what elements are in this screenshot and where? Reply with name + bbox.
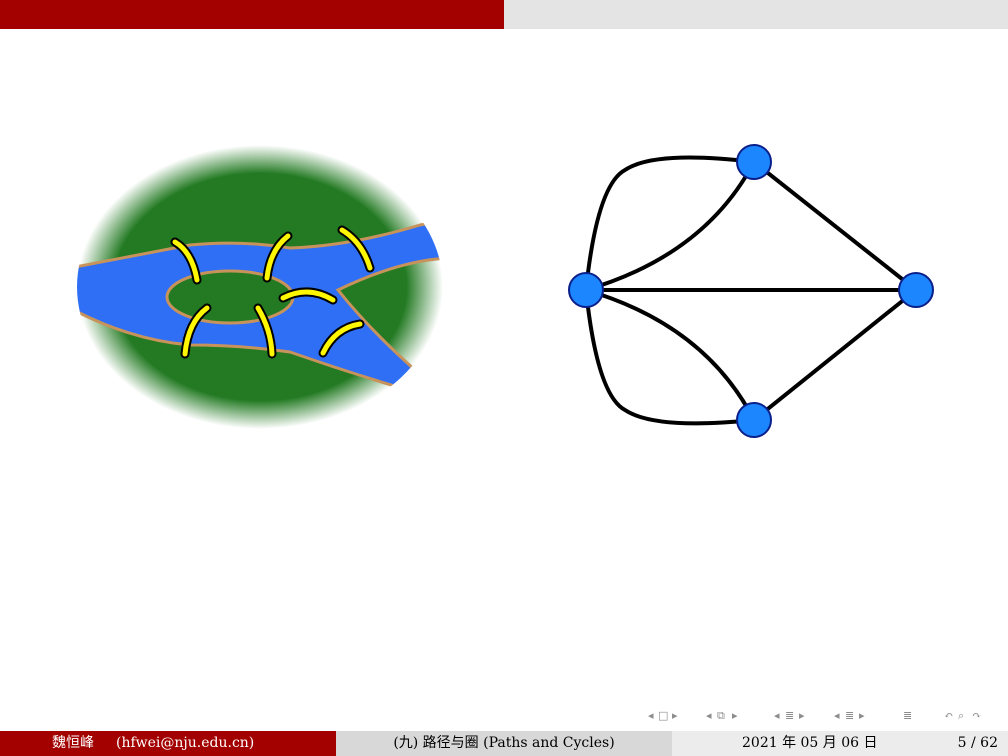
nav-subsection-icon[interactable]: ⧉	[717, 709, 725, 723]
author-email: (hfwei@nju.edu.cn)	[116, 731, 254, 756]
nav-frame-prev-icon[interactable]: ◂	[648, 709, 654, 722]
footer-date: 2021 年 05 月 06 日 5 / 62	[672, 731, 1008, 756]
header-bar-left	[0, 0, 504, 29]
nav-subsection-next-icon[interactable]: ▸	[732, 709, 738, 722]
graph-vertex	[569, 273, 603, 307]
graph-vertex	[737, 145, 771, 179]
nav-search-icon[interactable]: ⌕	[958, 709, 964, 723]
header-bar	[0, 0, 1008, 29]
konigsberg-graph	[555, 135, 945, 445]
nav-back-forward-icon[interactable]: ↶	[944, 709, 953, 722]
header-bar-right	[504, 0, 1008, 29]
footer-title: (九) 路径与圈 (Paths and Cycles)	[336, 731, 672, 756]
nav-frame-next-icon[interactable]: ▸	[672, 709, 678, 722]
nav-section-icon[interactable]: ≣	[785, 709, 794, 722]
page-number: 5 / 62	[958, 731, 998, 756]
nav-appendix-icon[interactable]: ≣	[903, 709, 912, 722]
graph-vertex	[899, 273, 933, 307]
nav-section-next-icon[interactable]: ▸	[799, 709, 805, 722]
graph-edge	[586, 290, 754, 420]
island	[167, 271, 293, 323]
nav-subsection2-prev-icon[interactable]: ◂	[834, 709, 840, 722]
nav-subsection2-next-icon[interactable]: ▸	[859, 709, 865, 722]
nav-frame-icon[interactable]: □	[658, 709, 668, 722]
nav-subsection-prev-icon[interactable]: ◂	[706, 709, 712, 722]
nav-section-prev-icon[interactable]: ◂	[774, 709, 780, 722]
nav-subsection2-icon[interactable]: ≣	[845, 709, 854, 722]
graph-edge	[586, 158, 754, 291]
author-name: 魏恒峰	[52, 731, 94, 756]
graph-edge	[754, 290, 916, 420]
graph-edge	[586, 290, 754, 423]
date-text: 2021 年 05 月 06 日	[742, 731, 878, 756]
konigsberg-bridges-illustration	[70, 140, 450, 440]
navigation-bar: ◂ □ ▸ ◂ ⧉ ▸ ◂ ≣ ▸ ◂ ≣ ▸ ≣ ↶ ⌕ ↷	[644, 707, 1008, 727]
graph-edge	[754, 162, 916, 290]
footer-author: 魏恒峰 (hfwei@nju.edu.cn)	[0, 731, 336, 756]
nav-redo-icon[interactable]: ↷	[972, 709, 981, 722]
graph-vertex	[737, 403, 771, 437]
footer: 魏恒峰 (hfwei@nju.edu.cn) (九) 路径与圈 (Paths a…	[0, 731, 1008, 756]
